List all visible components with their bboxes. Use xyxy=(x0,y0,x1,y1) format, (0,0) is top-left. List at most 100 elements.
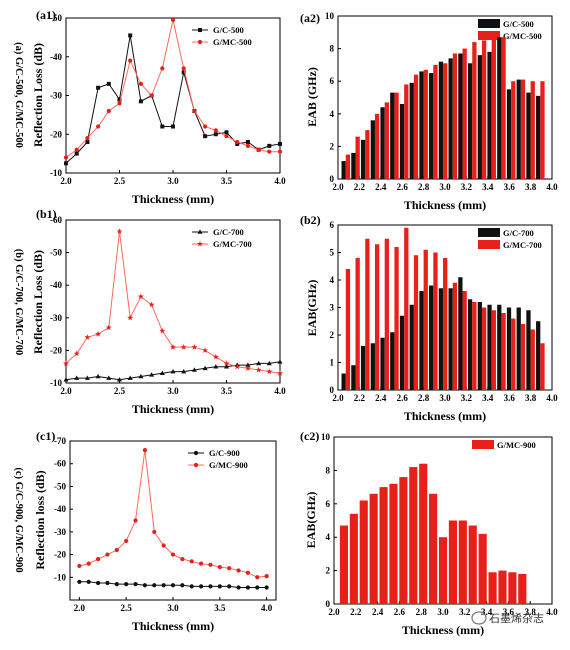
a2-x-axis-title: Thickness (mm) xyxy=(404,198,486,212)
c1-s1-point-1 xyxy=(86,561,91,566)
b2-y-tick-4: 4 xyxy=(330,275,335,285)
a1-s0-point-legend xyxy=(198,28,202,32)
c2-series-0-bar-0 xyxy=(339,525,348,604)
c1-s1-point-6 xyxy=(133,518,138,523)
c1-s1-point-15 xyxy=(217,564,222,570)
b2-legend-label-1: G/MC-700 xyxy=(503,240,542,250)
b1-series-1-line xyxy=(65,231,281,374)
c1-x-tick-0: 2.0 xyxy=(74,603,86,613)
c2-series-0-bar-16 xyxy=(498,570,507,604)
c2-x-tick-10: 4.0 xyxy=(546,607,558,617)
b1-y-tick-4: -50 xyxy=(50,248,62,258)
c1-s1-point-12 xyxy=(189,559,194,564)
b2-y-tick-2: 2 xyxy=(330,330,335,340)
a2-x-tick-8: 3.6 xyxy=(504,182,516,192)
a2-series-0-bar-7 xyxy=(409,82,414,179)
c2-series-0-bar-6 xyxy=(399,477,408,604)
b1-x-tick-4: 4.0 xyxy=(274,386,286,396)
b1-y-axis-title: Reflection Loss (dB) xyxy=(31,250,45,354)
c1-y-tick-2: -30 xyxy=(54,527,66,537)
b2-series-0-bar-2 xyxy=(360,346,366,390)
b1-y-tick-3: -40 xyxy=(50,280,62,290)
a1-legend: G/C-500 G/MC-500 xyxy=(192,25,252,47)
b1-s0-point-15 xyxy=(224,364,229,369)
b2-x-tick-3: 2.6 xyxy=(397,393,409,403)
a2-series-1-bar-5 xyxy=(394,92,399,179)
a2-series-0-bar-2 xyxy=(360,139,366,179)
a1-s0-point-14 xyxy=(213,132,218,137)
b1-s0-point-8 xyxy=(149,372,155,377)
b2-series-0-bar-12 xyxy=(458,277,463,390)
b2-series-1-bar-9 xyxy=(433,252,438,390)
b2-series-1-bar-5 xyxy=(394,247,399,390)
c2-series-0-bar-5 xyxy=(389,483,398,604)
b2-y-tick-6: 6 xyxy=(330,220,335,230)
a2-series-0-bar-5 xyxy=(390,92,395,179)
a1-s1-point-13 xyxy=(203,124,208,129)
c1-s1-point-3 xyxy=(105,552,110,557)
a1-legend-label-0: G/C-500 xyxy=(213,25,244,35)
c1-legend-label-1: G/MC-900 xyxy=(209,460,248,470)
c1-s1-point-17 xyxy=(236,568,241,573)
b2-legend: G/C-700 G/MC-700 xyxy=(478,228,542,250)
b1-s0-point-19 xyxy=(266,360,272,366)
b2-x-tick-6: 3.2 xyxy=(461,393,473,403)
a2-y-tick-3: 6 xyxy=(330,76,335,86)
b1-s0-point-20 xyxy=(277,359,283,364)
c1-s0-point-18 xyxy=(245,585,251,590)
c1-x-tick-1: 2.5 xyxy=(121,603,133,613)
a1-s1-point-2 xyxy=(85,136,90,141)
a2-series-1-bar-11 xyxy=(452,53,458,179)
b1-s1-point-12 xyxy=(191,344,198,350)
b1-s0-point-11 xyxy=(181,368,187,374)
c1-s1-point-18 xyxy=(245,570,251,575)
b1-x-axis-title: Thickness (mm) xyxy=(132,402,214,416)
b2-series-1-bar-3 xyxy=(374,244,380,390)
c1-x-tick-4: 4.0 xyxy=(261,603,273,613)
c2-x-tick-5: 3.0 xyxy=(437,607,449,617)
c2-series-0-bar-1 xyxy=(349,513,358,604)
c1-y-tick-1: -20 xyxy=(54,550,66,560)
c2-y-tick-4: 8 xyxy=(326,465,331,475)
b1-s0-point-12 xyxy=(191,367,197,372)
c2-series-0-bar-15 xyxy=(488,572,497,604)
panel-a2: (a2) EAB (GHz) Thickness (mm) 2.0 2.2 2.4 2.6 2… xyxy=(300,11,558,212)
b1-s0-point-17 xyxy=(245,362,251,367)
a2-series-0-bar-18 xyxy=(516,79,521,179)
a2-y-tick-1: 2 xyxy=(330,141,335,151)
a1-x-axis-title: Thickness (mm) xyxy=(132,192,214,206)
c1-s0-point-legend xyxy=(193,450,199,456)
a1-y-tick-0: -10 xyxy=(50,168,62,178)
b1-y-tick-2: -30 xyxy=(50,313,62,323)
a2-y-tick-5: 10 xyxy=(325,11,335,21)
a2-x-tick-10: 4.0 xyxy=(546,182,558,192)
b2-x-axis-title: Thickness (mm) xyxy=(404,409,486,423)
a1-s1-point-9 xyxy=(160,66,165,71)
b1-s0-point-legend xyxy=(197,229,203,234)
a2-series-0-bar-8 xyxy=(419,71,424,179)
a1-s0-point-0 xyxy=(64,161,68,166)
b1-s0-point-4 xyxy=(106,375,112,380)
panel-b2: (b2) EAB(GHz) Thickness (mm) 2.0 2.2 2.4 2.6 2.… xyxy=(300,213,558,423)
a1-legend-label-1: G/MC-500 xyxy=(213,37,252,47)
c2-x-tick-8: 3.6 xyxy=(503,607,515,617)
b2-x-tick-2: 2.4 xyxy=(375,393,387,403)
c2-y-tick-2: 4 xyxy=(326,532,331,542)
c1-s1-point-9 xyxy=(161,543,166,548)
b2-series-0-bar-8 xyxy=(419,291,424,390)
b1-y-tick-1: -20 xyxy=(50,345,62,355)
a2-series-1-bar-14 xyxy=(481,40,487,180)
b1-s1-point-1 xyxy=(73,350,80,357)
c2-series-0-bar-13 xyxy=(468,525,477,604)
c1-s0-point-13 xyxy=(198,584,204,589)
c1-s0-point-17 xyxy=(236,585,241,590)
a2-series-0-bar-12 xyxy=(458,53,463,179)
b2-y-tick-3: 3 xyxy=(330,303,335,313)
c1-panel-label: (c1) xyxy=(36,429,55,443)
c2-series-0-bar-18 xyxy=(518,573,527,604)
a2-series-0-bar-10 xyxy=(438,61,444,179)
c1-s0-point-10 xyxy=(170,583,176,588)
c2-series-0-bar-4 xyxy=(379,487,388,604)
a2-series-0-bar-13 xyxy=(467,63,473,179)
